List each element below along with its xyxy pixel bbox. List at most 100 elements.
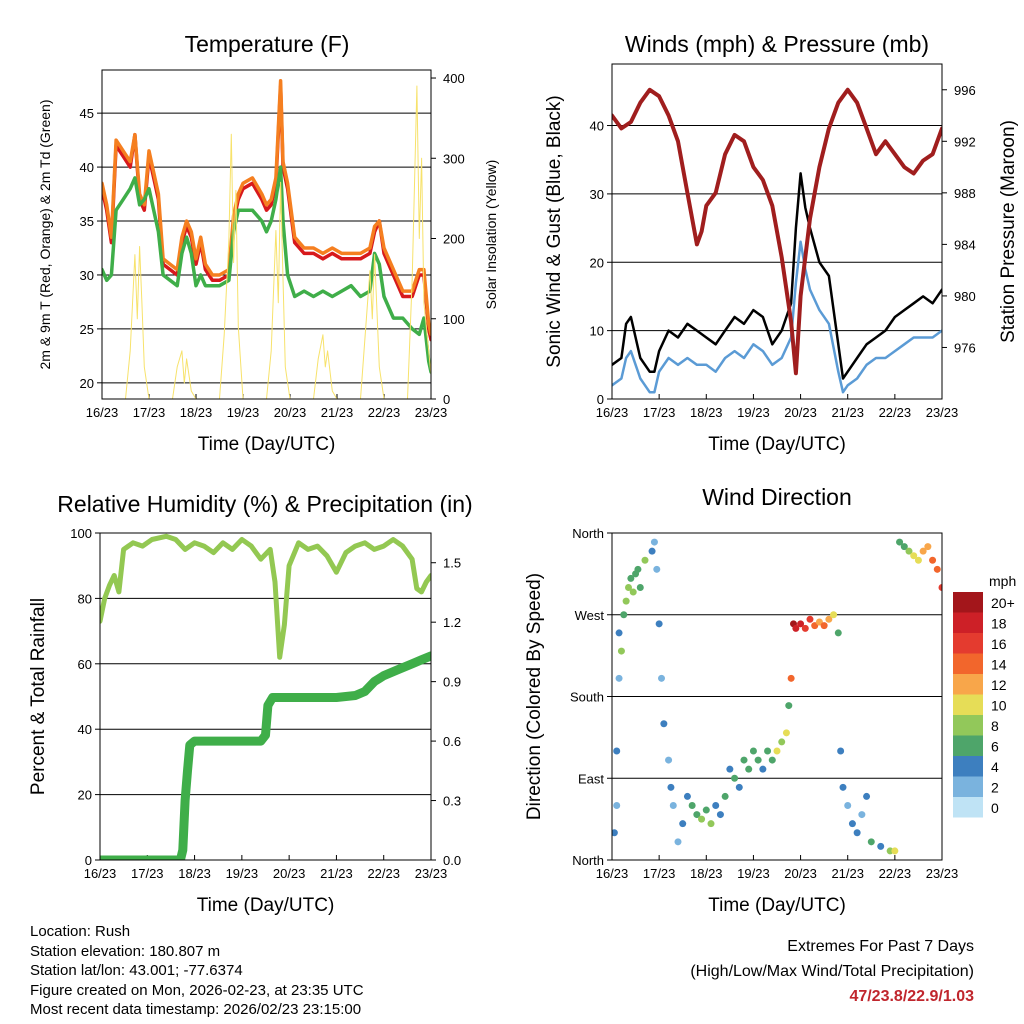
x-tick-label: 19/23 (737, 405, 770, 420)
colorbar-swatch (953, 756, 983, 777)
colorbar-swatch (953, 797, 983, 818)
direction-point (735, 783, 743, 791)
direction-point (919, 547, 927, 555)
winds-chart: Winds (mph) & Pressure (mb) 0 10 20 30 40 976 9… (544, 31, 1019, 455)
direction-point (782, 729, 790, 737)
y-tick-label: 30 (590, 187, 604, 202)
x-tick-label: 16/23 (596, 405, 629, 420)
x-tick-label: 22/23 (879, 405, 912, 420)
station-info: Location: Rush Station elevation: 180.80… (30, 922, 364, 1020)
elevation-text: Station elevation: 180.807 m (30, 942, 221, 960)
direction-point (834, 629, 842, 637)
direction-point (648, 547, 656, 555)
x-tick-label: 20/23 (784, 866, 817, 881)
extremes-subtitle: (High/Low/Max Wind/Total Precipitation) (690, 963, 974, 980)
direction-point (726, 765, 734, 773)
y-tick-label: North (572, 526, 604, 541)
colorbar-swatch (953, 735, 983, 756)
y-tick-label: 0 (85, 853, 92, 868)
series-2m-t (102, 84, 431, 342)
colorbar-level-label: 12 (991, 677, 1007, 693)
series-relative-humidity (100, 533, 431, 660)
colorbar-swatch (953, 653, 983, 674)
direction-point (914, 556, 922, 564)
y-right-tick-label: 1.5 (443, 556, 461, 571)
x-tick-label: 17/23 (643, 866, 676, 881)
colorbar-swatch (953, 715, 983, 736)
y-right-tick-label: 0.9 (443, 675, 461, 690)
y-tick-label: 20 (590, 255, 604, 270)
x-tick-label: 22/23 (367, 866, 400, 881)
direction-point (698, 815, 706, 823)
y-tick-label: 20 (80, 376, 94, 391)
extremes-title: Extremes For Past 7 Days (787, 938, 974, 955)
rh_precip-frame (99, 532, 432, 861)
y-right-tick-label: 0.0 (443, 853, 461, 868)
series-2m-td (102, 165, 431, 374)
direction-point (641, 556, 649, 564)
recent-text: Most recent data timestamp: 2026/02/23 2… (30, 1001, 362, 1018)
y-tick-label: 100 (70, 526, 92, 541)
y-right-tick-label: 980 (954, 289, 976, 304)
direction-point (844, 802, 852, 809)
winds-y-label: Sonic Wind & Gust (Blue, Black) (544, 95, 565, 367)
series-wind (612, 240, 942, 394)
colorbar-swatch (953, 633, 983, 654)
temperature-y-right-label: Solar Insolation (Yellow) (483, 160, 499, 310)
winds-frame (611, 63, 943, 400)
direction-point (815, 618, 823, 626)
wind_direction-title: Wind Direction (702, 484, 852, 510)
colorbar-swatch (953, 694, 983, 715)
x-tick-label: 20/23 (274, 405, 307, 420)
direction-point (617, 647, 625, 655)
x-tick-label: 23/23 (415, 405, 448, 420)
x-tick-label: 22/23 (879, 866, 912, 881)
x-tick-label: 20/23 (273, 866, 306, 881)
colorbar-level-label: 16 (991, 636, 1007, 652)
direction-point (825, 615, 833, 623)
y-right-tick-label: 992 (954, 134, 976, 149)
y-right-tick-label: 976 (954, 340, 976, 355)
direction-point (853, 829, 861, 837)
y-tick-label: 40 (590, 119, 604, 134)
x-tick-label: 16/23 (84, 866, 117, 881)
direction-point (792, 624, 800, 632)
direction-point (797, 620, 805, 628)
wind_direction-chart: Wind DirectionNorthEastSouthWestNorth16/… (524, 484, 1016, 916)
direction-point (622, 597, 630, 605)
series-solar-insolation (102, 85, 431, 399)
direction-point (848, 820, 856, 828)
series-station-pressure (612, 87, 942, 376)
direction-point (749, 747, 757, 755)
latlon-text: Station lat/lon: 43.001; -77.6374 (30, 962, 243, 979)
direction-point (712, 802, 720, 809)
y-right-tick-label: 300 (443, 151, 465, 166)
x-tick-label: 20/23 (784, 405, 817, 420)
y-tick-label: West (575, 608, 605, 623)
x-tick-label: 17/23 (131, 866, 164, 881)
direction-point (811, 622, 819, 630)
direction-point (754, 756, 762, 764)
direction-point (625, 584, 632, 591)
x-tick-label: 21/23 (831, 866, 864, 881)
direction-point (867, 838, 875, 846)
y-right-tick-label: 0.6 (443, 734, 461, 749)
direction-point (634, 565, 642, 573)
y-tick-label: 45 (80, 106, 94, 121)
direction-point (778, 738, 786, 746)
y-tick-label: South (570, 690, 604, 705)
direction-point (900, 543, 908, 551)
direction-point (650, 538, 658, 546)
y-right-tick-label: 400 (443, 71, 465, 86)
x-tick-label: 19/23 (737, 866, 770, 881)
y-right-tick-label: 1.2 (443, 615, 461, 630)
direction-point (655, 620, 663, 628)
y-right-tick-label: 988 (954, 186, 976, 201)
direction-point (683, 792, 691, 800)
rh_precip-title: Relative Humidity (%) & Precipitation (i… (57, 491, 472, 517)
direction-point (764, 747, 772, 755)
y-tick-label: 30 (80, 268, 94, 283)
direction-point (615, 674, 623, 682)
colorbar-level-label: 18 (991, 616, 1007, 632)
winds-title: Winds (mph) & Pressure (mb) (625, 31, 929, 57)
